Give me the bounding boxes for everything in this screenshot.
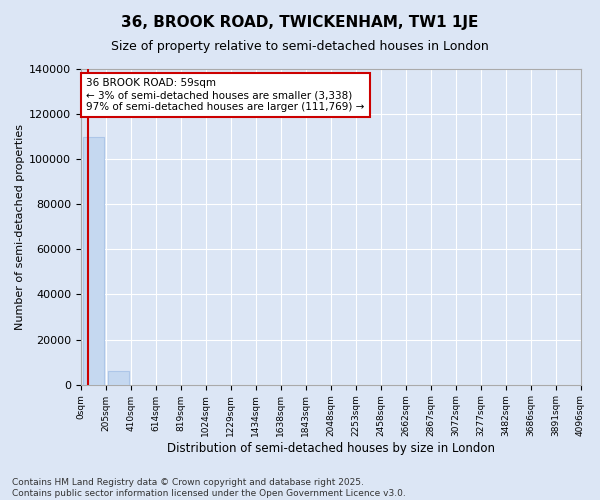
Bar	[83, 136, 104, 384]
Text: Contains HM Land Registry data © Crown copyright and database right 2025.
Contai: Contains HM Land Registry data © Crown c…	[12, 478, 406, 498]
X-axis label: Distribution of semi-detached houses by size in London: Distribution of semi-detached houses by …	[167, 442, 495, 455]
Text: Size of property relative to semi-detached houses in London: Size of property relative to semi-detach…	[111, 40, 489, 53]
Text: 36, BROOK ROAD, TWICKENHAM, TW1 1JE: 36, BROOK ROAD, TWICKENHAM, TW1 1JE	[121, 15, 479, 30]
Bar	[108, 371, 129, 384]
Text: 36 BROOK ROAD: 59sqm
← 3% of semi-detached houses are smaller (3,338)
97% of sem: 36 BROOK ROAD: 59sqm ← 3% of semi-detach…	[86, 78, 364, 112]
Y-axis label: Number of semi-detached properties: Number of semi-detached properties	[15, 124, 25, 330]
